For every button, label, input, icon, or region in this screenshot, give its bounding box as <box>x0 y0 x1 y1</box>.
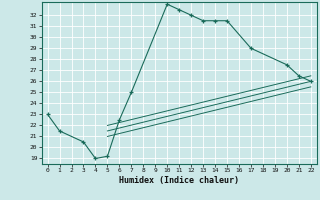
X-axis label: Humidex (Indice chaleur): Humidex (Indice chaleur) <box>119 176 239 185</box>
